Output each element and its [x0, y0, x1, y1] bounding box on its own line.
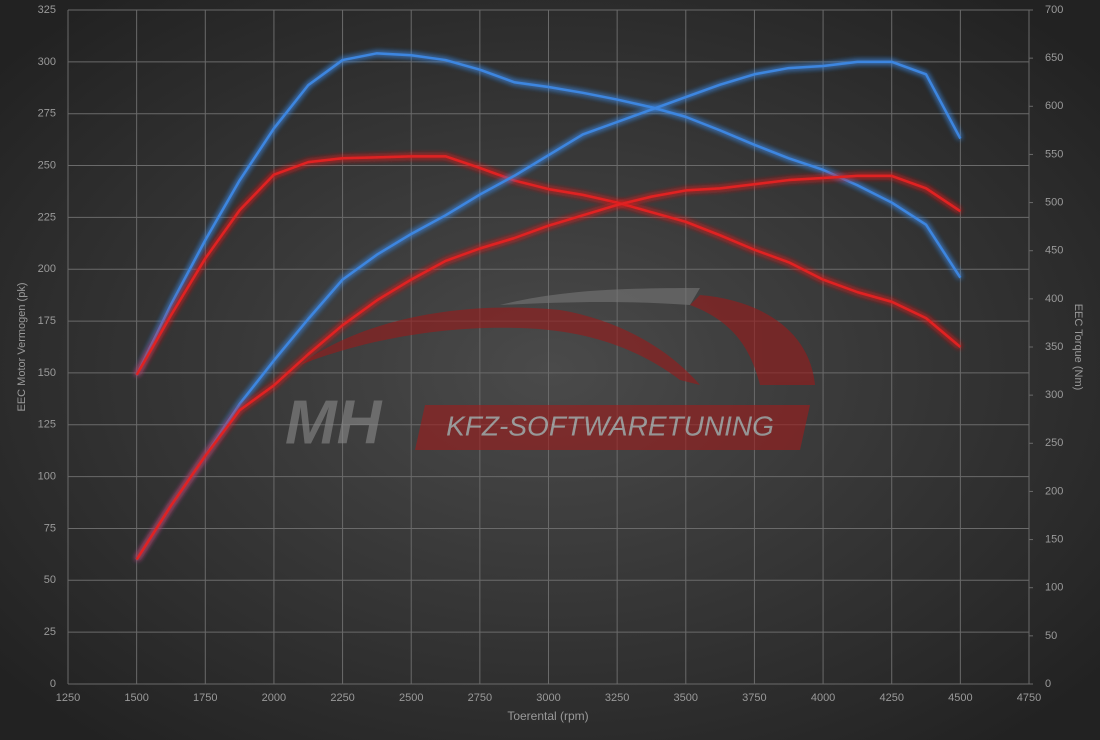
- y2-tick-label: 600: [1045, 100, 1063, 112]
- y-tick-label: 25: [44, 626, 56, 638]
- watermark-text: KFZ-SOFTWARETUNING: [446, 410, 774, 441]
- x-tick-label: 3000: [536, 692, 560, 704]
- line: [135, 174, 962, 561]
- x-tick-label: 4250: [879, 692, 903, 704]
- x-tick-label: 4750: [1017, 692, 1041, 704]
- y2-tick-label: 150: [1045, 533, 1063, 545]
- y2-tick-label: 550: [1045, 148, 1063, 160]
- y2-axis-label: EEC Torque (Nm): [1072, 304, 1084, 391]
- y-tick-label: 200: [38, 263, 56, 275]
- y2-tick-label: 350: [1045, 341, 1063, 353]
- x-axis-label: Toerental (rpm): [507, 709, 588, 723]
- x-tick-label: 3750: [742, 692, 766, 704]
- y2-tick-label: 200: [1045, 485, 1063, 497]
- y-tick-label: 300: [38, 56, 56, 68]
- y2-tick-label: 500: [1045, 196, 1063, 208]
- y2-tick-label: 400: [1045, 293, 1063, 305]
- y2-tick-label: 250: [1045, 437, 1063, 449]
- car-roof: [300, 307, 700, 385]
- watermark-brand: MH: [285, 388, 383, 457]
- x-tick-label: 4000: [811, 692, 835, 704]
- x-tick-label: 1750: [193, 692, 217, 704]
- y-tick-label: 125: [38, 419, 56, 431]
- x-tick-label: 2000: [262, 692, 286, 704]
- y-tick-label: 150: [38, 367, 56, 379]
- y-tick-label: 100: [38, 471, 56, 483]
- line: [135, 60, 962, 561]
- y-tick-label: 325: [38, 4, 56, 16]
- y-tick-label: 175: [38, 315, 56, 327]
- car-line: [500, 288, 700, 305]
- y2-tick-label: 700: [1045, 4, 1063, 16]
- car-rear: [690, 295, 815, 385]
- x-tick-label: 2250: [330, 692, 354, 704]
- watermark: MH KFZ-SOFTWARETUNING: [285, 288, 815, 457]
- x-tick-label: 1500: [124, 692, 148, 704]
- x-tick-label: 3250: [605, 692, 629, 704]
- x-tick-label: 2750: [468, 692, 492, 704]
- x-tick-label: 2500: [399, 692, 423, 704]
- y-axis-label: EEC Motor Vermogen (pk): [16, 283, 28, 412]
- x-tick-label: 3500: [674, 692, 698, 704]
- x-tick-label: 4500: [948, 692, 972, 704]
- y-tick-label: 250: [38, 159, 56, 171]
- y2-tick-label: 650: [1045, 52, 1063, 64]
- banner: [415, 405, 810, 450]
- y2-tick-label: 100: [1045, 582, 1063, 594]
- y-tick-label: 275: [38, 108, 56, 120]
- y2-tick-label: 50: [1045, 630, 1057, 642]
- y2-tick-label: 450: [1045, 245, 1063, 257]
- x-tick-label: 1250: [56, 692, 80, 704]
- y2-tick-label: 0: [1045, 678, 1051, 690]
- y-tick-label: 0: [50, 678, 56, 690]
- y-tick-label: 75: [44, 522, 56, 534]
- line: [135, 52, 962, 376]
- y2-tick-label: 300: [1045, 389, 1063, 401]
- line: [135, 155, 962, 376]
- y-tick-label: 225: [38, 211, 56, 223]
- y-tick-label: 50: [44, 574, 56, 586]
